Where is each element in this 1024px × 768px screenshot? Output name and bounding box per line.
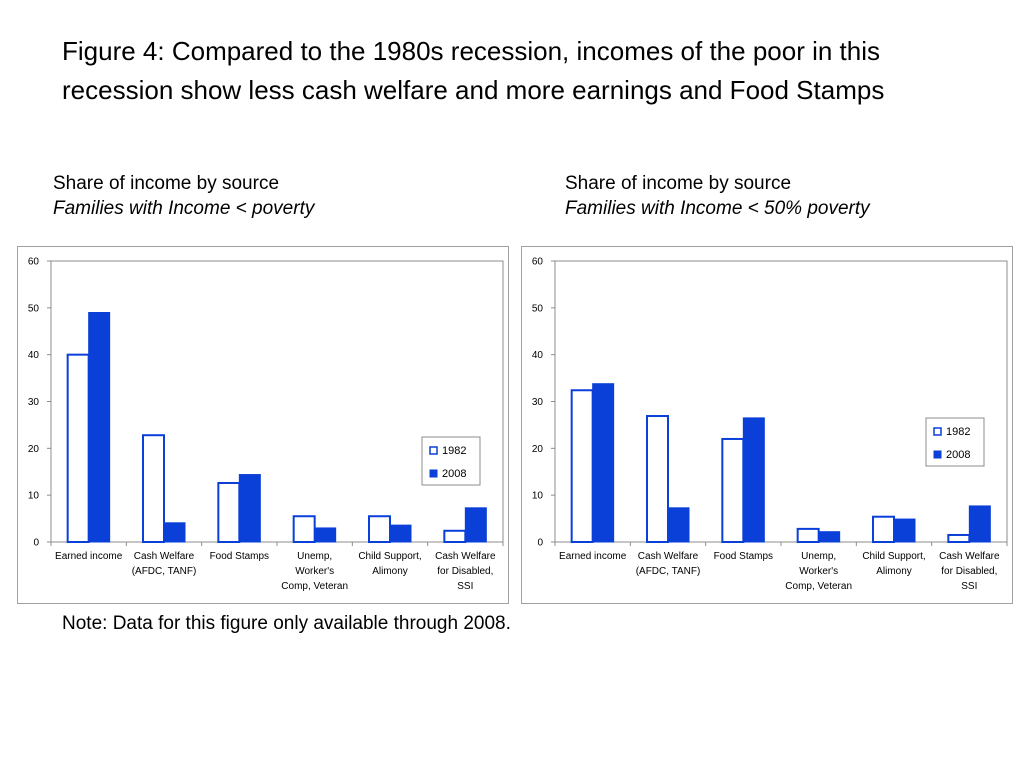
category-label-left-2: Food Stamps (210, 551, 269, 562)
chart-subtitle-right: Share of income by source Families with … (565, 171, 870, 221)
bar-1982-left-5 (443, 529, 467, 544)
category-label-left-3: Unemp, Worker's Comp, Veteran (281, 551, 348, 592)
bar-2008-right-3 (818, 531, 841, 543)
category-label-right-0: Earned income (559, 551, 627, 562)
bar-1982-right-0 (570, 389, 594, 543)
bar-1982-right-5 (947, 533, 971, 544)
y-tick-label-right-5: 50 (532, 303, 544, 314)
category-label-left-1: Cash Welfare (AFDC, TANF) (132, 551, 197, 577)
y-tick-label-right-3: 30 (532, 397, 544, 408)
y-tick-label-left-3: 30 (28, 397, 40, 408)
chart-subtitle-italic-left: Families with Income < poverty (53, 198, 315, 219)
y-tick-label-right-2: 20 (532, 444, 544, 455)
plot-area-left (50, 260, 504, 543)
y-tick-label-left-5: 50 (28, 303, 40, 314)
bar-1982-left-3 (292, 515, 316, 544)
y-tick-label-left-6: 60 (28, 257, 40, 268)
chart-svg-left: 0 10 20 30 40 50 60 Earned income Cash Welfare (A… (28, 257, 504, 592)
bar-1982-left-0 (66, 353, 90, 543)
legend-swatch-1982-right (933, 427, 942, 436)
legend-label-1982-right: 1982 (946, 426, 970, 438)
bar-1982-left-4 (368, 515, 391, 544)
legend-swatch-2008-left (429, 469, 438, 478)
bar-2008-right-0 (592, 383, 615, 543)
bar-1982-left-2 (217, 481, 241, 544)
bar-1982-left-1 (142, 434, 165, 543)
category-label-left-5: Cash Welfare for Disabled, SSI (435, 551, 496, 592)
bar-2008-right-4 (893, 518, 916, 543)
bar-1982-right-3 (796, 527, 820, 543)
bar-2008-left-1 (163, 522, 186, 543)
legend-label-2008-right: 2008 (946, 449, 970, 461)
y-tick-label-left-2: 20 (28, 444, 40, 455)
category-label-right-1: Cash Welfare (AFDC, TANF) (636, 551, 701, 577)
bar-2008-left-5 (464, 507, 487, 543)
bar-2008-left-3 (314, 527, 337, 543)
chart-svg-right: 0 10 20 30 40 50 60 Earned income Cash Welfare (A… (532, 257, 1008, 592)
y-tick-label-left-0: 0 (33, 538, 39, 549)
bar-1982-right-1 (646, 415, 669, 543)
chart-subtitle-left: Share of income by source Families with … (53, 171, 314, 221)
bar-2008-right-5 (968, 505, 991, 543)
y-tick-label-right-0: 0 (537, 538, 543, 549)
footnote: Note: Data for this figure only availabl… (62, 613, 511, 634)
category-label-right-3: Unemp, Worker's Comp, Veteran (785, 551, 852, 592)
bar-2008-left-0 (88, 312, 111, 543)
chart-title-right: Share of income by source (565, 173, 792, 194)
y-tick-label-left-1: 10 (28, 491, 40, 502)
y-tick-label-right-4: 40 (532, 350, 544, 361)
chart-subtitle-italic-right: Families with Income < 50% poverty (565, 198, 870, 219)
legend-label-2008-left: 2008 (442, 468, 466, 480)
y-tick-label-right-6: 60 (532, 257, 544, 268)
slide-title: Figure 4: Compared to the 1980s recessio… (62, 36, 885, 105)
plot-area-right (554, 260, 1008, 543)
y-tick-label-left-4: 40 (28, 350, 40, 361)
bar-1982-right-2 (721, 437, 745, 543)
bar-2008-right-1 (667, 507, 690, 543)
bar-1982-right-4 (872, 515, 895, 543)
bar-chart-below-half-poverty: 0 10 20 30 40 50 60 Earned income Cash Welfare (A… (521, 246, 1013, 604)
category-label-right-2: Food Stamps (714, 551, 773, 562)
bar-2008-left-2 (238, 474, 261, 543)
legend-swatch-1982-left (429, 446, 438, 455)
bar-2008-right-2 (742, 417, 765, 543)
bar-2008-left-4 (389, 524, 412, 543)
legend-label-1982-left: 1982 (442, 445, 466, 457)
chart-title-left: Share of income by source (53, 173, 280, 194)
category-label-right-4: Child Support, Alimony (862, 551, 925, 577)
category-label-left-0: Earned income (55, 551, 123, 562)
category-label-left-4: Child Support, Alimony (358, 551, 421, 577)
y-tick-label-right-1: 10 (532, 491, 544, 502)
category-label-right-5: Cash Welfare for Disabled, SSI (939, 551, 1000, 592)
bar-chart-below-poverty: 0 10 20 30 40 50 60 Earned income Cash Welfare (A… (17, 246, 509, 604)
legend-swatch-2008-right (933, 450, 942, 459)
